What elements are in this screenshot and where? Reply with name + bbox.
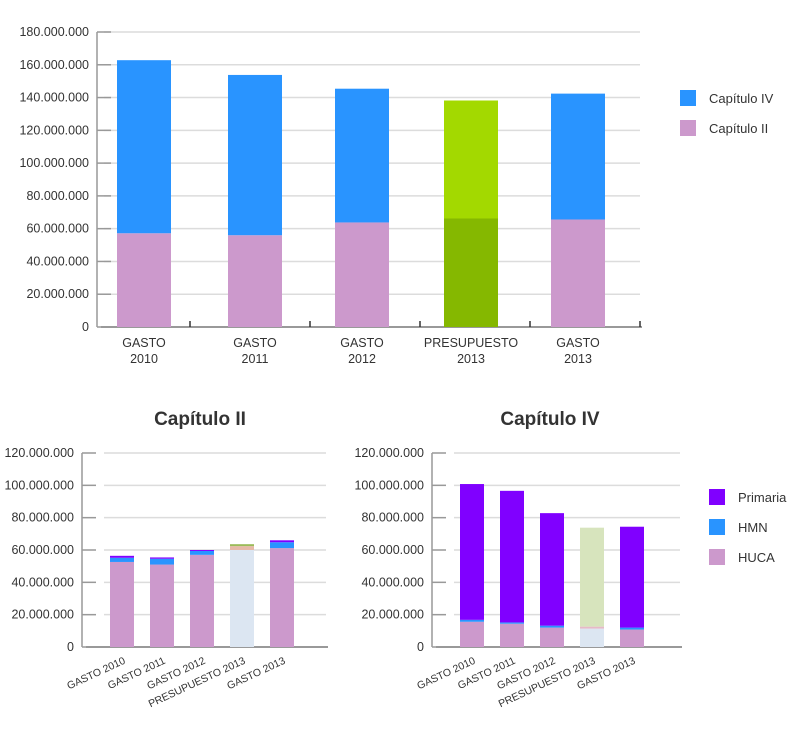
x-tick-label-line: GASTO (556, 336, 600, 350)
legend-swatch (709, 519, 725, 535)
y-tick-label: 160.000.000 (19, 58, 89, 72)
y-tick-label: 60.000.000 (361, 543, 424, 557)
bar-hmn (190, 550, 214, 555)
bar-primaria (500, 490, 524, 623)
chart-3: 0 20.000.000 40.000.000 60.000.000 80.000.00… (354, 409, 787, 710)
bar-capítulo-ii (335, 222, 389, 327)
bar-hmn (460, 619, 484, 622)
y-tick-label: 60.000.000 (11, 543, 74, 557)
legend-label: Capítulo IV (709, 91, 774, 106)
y-tick-label: 20.000.000 (26, 287, 89, 301)
y-tick-label: 80.000.000 (361, 511, 424, 525)
x-tick-label-line: 2012 (348, 352, 376, 366)
bar-capítulo-ii (228, 235, 282, 327)
y-tick-label: 140.000.000 (19, 91, 89, 105)
bar-primaria (540, 513, 564, 626)
bar-huca (500, 623, 524, 647)
bar-primaria (230, 544, 254, 547)
legend-swatch (709, 549, 725, 565)
bar-primaria (190, 550, 214, 551)
legend-swatch (680, 120, 696, 136)
x-tick-label-line: 2013 (457, 352, 485, 366)
y-tick-label: 0 (417, 640, 424, 654)
y-tick-label: 100.000.000 (4, 478, 74, 492)
bar-capítulo-iv (117, 60, 171, 234)
legend-swatch (680, 90, 696, 106)
bar-huca (150, 564, 174, 647)
bar-capítulo-iv (444, 100, 498, 219)
bar-capítulo-iv (551, 93, 605, 220)
legend-label: HUCA (738, 550, 775, 565)
bar-primaria (150, 557, 174, 559)
bar-primaria (270, 540, 294, 543)
bar-primaria (460, 484, 484, 620)
y-tick-label: 40.000.000 (361, 575, 424, 589)
bar-huca (270, 548, 294, 647)
x-tick-label-line: GASTO (122, 336, 166, 350)
bar-capítulo-iv (335, 88, 389, 223)
x-tick-label-line: 2011 (242, 352, 269, 366)
bar-capítulo-ii (551, 219, 605, 327)
y-tick-label: 60.000.000 (26, 222, 89, 236)
x-tick-label: PRESUPUESTO 2013 (424, 336, 519, 366)
y-tick-label: 40.000.000 (26, 254, 89, 268)
x-tick-label: GASTO 2010 (122, 336, 166, 366)
bar-hmn (270, 542, 294, 549)
bar-huca (460, 621, 484, 647)
bar-hmn (580, 626, 604, 629)
bar-hmn (150, 558, 174, 565)
bar-capítulo-ii (117, 233, 171, 327)
bar-huca (620, 629, 644, 647)
x-tick-label-line: GASTO (233, 336, 277, 350)
y-tick-label: 120.000.000 (4, 446, 74, 460)
bar-huca (580, 628, 604, 647)
bar-hmn (230, 546, 254, 550)
y-tick-label: 180.000.000 (19, 25, 89, 39)
y-tick-label: 20.000.000 (11, 608, 74, 622)
bar-hmn (620, 627, 644, 630)
bar-huca (190, 554, 214, 647)
y-tick-label: 0 (67, 640, 74, 654)
bar-capítulo-ii (444, 218, 498, 327)
x-tick-label-line: 2010 (130, 352, 158, 366)
x-tick-label-line: PRESUPUESTO (424, 336, 519, 350)
y-tick-label: 100.000.000 (354, 478, 424, 492)
bar-primaria (620, 526, 644, 628)
y-tick-label: 80.000.000 (11, 511, 74, 525)
x-tick-label: GASTO 2011 (233, 336, 277, 366)
bar-hmn (500, 622, 524, 624)
bar-huca (110, 561, 134, 647)
x-tick-label-line: GASTO (340, 336, 384, 350)
y-tick-label: 0 (82, 320, 89, 334)
chart-1: 0 20.000.000 40.000.000 60.000.000 80.000.00… (19, 25, 773, 366)
y-tick-label: 80.000.000 (26, 189, 89, 203)
y-tick-label: 20.000.000 (361, 608, 424, 622)
chart-2: 0 20.000.000 40.000.000 60.000.000 80.000.00… (4, 409, 328, 710)
x-tick-label: GASTO 2013 (556, 336, 600, 366)
y-tick-label: 100.000.000 (19, 156, 89, 170)
legend-label: HMN (738, 520, 768, 535)
chart-title: Capítulo IV (500, 409, 600, 430)
bar-primaria (580, 527, 604, 627)
legend-label: Primaria (738, 490, 787, 505)
bar-huca (230, 550, 254, 647)
y-tick-label: 120.000.000 (354, 446, 424, 460)
bar-hmn (540, 625, 564, 628)
bar-primaria (110, 555, 134, 558)
legend-swatch (709, 489, 725, 505)
bar-huca (540, 627, 564, 647)
y-tick-label: 40.000.000 (11, 575, 74, 589)
bar-hmn (110, 557, 134, 562)
x-tick-label: GASTO 2012 (340, 336, 384, 366)
x-tick-label-line: 2013 (564, 352, 592, 366)
y-tick-label: 120.000.000 (19, 123, 89, 137)
legend-label: Capítulo II (709, 121, 768, 136)
chart-title: Capítulo II (154, 409, 246, 430)
bar-capítulo-iv (228, 74, 282, 236)
